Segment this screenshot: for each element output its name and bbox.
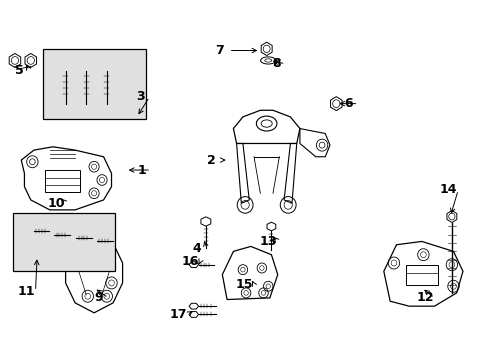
Text: 6: 6 bbox=[344, 97, 352, 110]
Bar bbox=[13, 213, 115, 271]
Text: 2: 2 bbox=[206, 154, 215, 167]
Text: 10: 10 bbox=[47, 197, 65, 210]
Text: 8: 8 bbox=[271, 57, 280, 70]
Text: 3: 3 bbox=[136, 90, 144, 103]
Text: 15: 15 bbox=[235, 278, 253, 291]
Text: 14: 14 bbox=[439, 184, 457, 197]
Text: 17: 17 bbox=[169, 308, 186, 321]
Bar bbox=[45, 170, 80, 192]
Bar bbox=[405, 265, 437, 285]
Bar bbox=[43, 49, 146, 118]
Text: 4: 4 bbox=[192, 242, 201, 255]
Text: 12: 12 bbox=[415, 291, 433, 304]
Text: 9: 9 bbox=[94, 291, 103, 304]
Text: 13: 13 bbox=[259, 235, 276, 248]
Text: 1: 1 bbox=[137, 163, 146, 176]
Text: 16: 16 bbox=[182, 255, 199, 268]
Text: 5: 5 bbox=[15, 64, 24, 77]
Text: 11: 11 bbox=[17, 285, 35, 298]
Text: 7: 7 bbox=[214, 44, 223, 57]
